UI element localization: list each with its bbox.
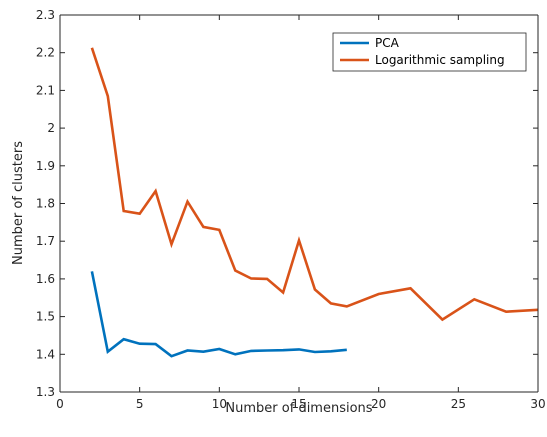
y-tick-label: 1.4 (36, 347, 55, 361)
y-axis-label: Number of clusters (11, 141, 26, 265)
y-tick-label: 2.1 (36, 83, 55, 97)
plot-area (60, 15, 538, 392)
x-tick-label: 0 (56, 397, 64, 411)
y-tick-label: 1.3 (36, 385, 55, 399)
legend-label-logarithmic-sampling: Logarithmic sampling (375, 53, 505, 67)
y-tick-label: 1.8 (36, 197, 55, 211)
legend-box (332, 32, 527, 72)
y-tick-label: 2.2 (36, 46, 55, 60)
y-tick-label: 2.3 (36, 8, 55, 22)
y-tick-label: 1.5 (36, 310, 55, 324)
x-tick-label: 30 (530, 397, 545, 411)
legend: PCA Logarithmic sampling (332, 32, 527, 72)
x-tick-label: 10 (212, 397, 227, 411)
ticks-layer: 0 5 10 15 20 25 30 1.3 1.4 1.5 1.6 1.7 1.8 1.9 2 2.1 2.2… (36, 8, 546, 411)
y-tick-label: 2 (47, 121, 55, 135)
y-tick-label: 1.6 (36, 272, 55, 286)
series-line-pca (90, 271, 347, 358)
y-tick-label: 1.7 (36, 234, 55, 248)
y-tick-label: 1.9 (36, 159, 55, 173)
x-tick-label: 25 (451, 397, 466, 411)
x-tick-label: 5 (136, 397, 144, 411)
x-tick-label: 20 (371, 397, 386, 411)
legend-label-pca: PCA (375, 36, 400, 50)
series-layer (90, 47, 539, 358)
x-tick-label: 15 (291, 397, 306, 411)
x-axis-label: Number of dimensions (225, 401, 372, 416)
series-line-logarithmic-sampling (90, 47, 539, 322)
